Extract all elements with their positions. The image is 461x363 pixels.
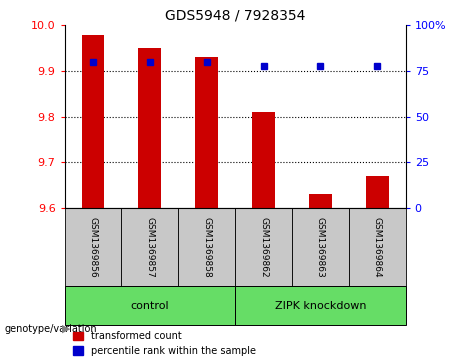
Title: GDS5948 / 7928354: GDS5948 / 7928354 (165, 9, 305, 23)
Text: ▶: ▶ (62, 323, 71, 334)
Text: GSM1369863: GSM1369863 (316, 217, 325, 277)
Text: GSM1369856: GSM1369856 (89, 217, 97, 277)
Text: GSM1369864: GSM1369864 (373, 217, 382, 277)
Legend: transformed count, percentile rank within the sample: transformed count, percentile rank withi… (70, 327, 260, 360)
Bar (366, 176, 389, 208)
Bar (292, 208, 349, 286)
Bar (349, 208, 406, 286)
Bar (309, 194, 332, 208)
Bar (138, 48, 161, 208)
Text: control: control (130, 301, 169, 311)
Bar (65, 286, 235, 325)
Bar (178, 208, 235, 286)
Bar (82, 34, 104, 208)
Bar (235, 208, 292, 286)
Text: ZIPK knockdown: ZIPK knockdown (275, 301, 366, 311)
Bar (65, 208, 121, 286)
Text: GSM1369862: GSM1369862 (259, 217, 268, 277)
Text: genotype/variation: genotype/variation (5, 323, 97, 334)
Bar (121, 208, 178, 286)
Text: GSM1369857: GSM1369857 (145, 217, 154, 277)
Bar (195, 57, 218, 208)
Text: GSM1369858: GSM1369858 (202, 217, 211, 277)
Bar (252, 112, 275, 208)
Bar (235, 286, 406, 325)
